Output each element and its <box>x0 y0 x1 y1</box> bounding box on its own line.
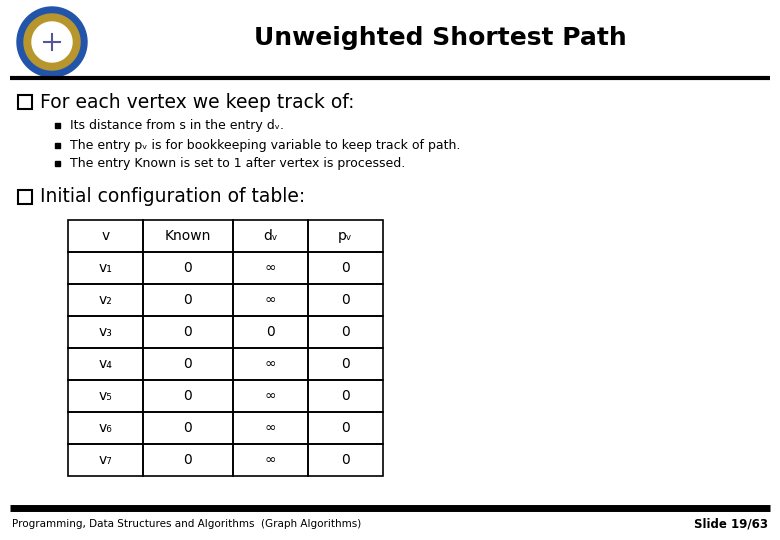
Bar <box>233 412 308 444</box>
Text: Initial configuration of table:: Initial configuration of table: <box>40 187 305 206</box>
Text: v₄: v₄ <box>98 357 112 371</box>
Text: ∞: ∞ <box>264 421 276 435</box>
Text: Slide 19/63: Slide 19/63 <box>694 517 768 530</box>
Bar <box>18 190 32 204</box>
Bar <box>308 220 383 252</box>
Text: v: v <box>101 229 110 243</box>
Text: The entry pᵥ is for bookkeeping variable to keep track of path.: The entry pᵥ is for bookkeeping variable… <box>70 138 460 152</box>
Bar <box>308 348 383 380</box>
Bar <box>68 348 143 380</box>
Bar <box>233 380 308 412</box>
Text: 0: 0 <box>341 389 350 403</box>
Bar <box>68 412 143 444</box>
Text: Unweighted Shortest Path: Unweighted Shortest Path <box>254 26 626 50</box>
Bar <box>233 284 308 316</box>
Bar <box>143 444 233 476</box>
Bar <box>143 412 233 444</box>
Bar <box>68 284 143 316</box>
Bar <box>143 348 233 380</box>
Bar <box>68 380 143 412</box>
Text: ∞: ∞ <box>264 261 276 275</box>
Text: ∞: ∞ <box>264 389 276 403</box>
Text: v₁: v₁ <box>98 261 112 275</box>
Text: v₃: v₃ <box>98 325 112 339</box>
Text: v₆: v₆ <box>98 421 112 435</box>
Text: ∞: ∞ <box>264 453 276 467</box>
Bar <box>143 252 233 284</box>
Bar <box>68 316 143 348</box>
Text: 0: 0 <box>341 261 350 275</box>
Bar <box>68 444 143 476</box>
Polygon shape <box>24 14 80 70</box>
Text: 0: 0 <box>341 357 350 371</box>
Bar <box>308 252 383 284</box>
Text: ∞: ∞ <box>264 293 276 307</box>
Text: pᵥ: pᵥ <box>339 229 353 243</box>
Bar <box>55 160 60 165</box>
Text: 0: 0 <box>183 357 193 371</box>
Text: 0: 0 <box>266 325 275 339</box>
Text: The entry Known is set to 1 after vertex is processed.: The entry Known is set to 1 after vertex… <box>70 157 406 170</box>
Bar <box>308 444 383 476</box>
Bar <box>68 220 143 252</box>
Text: Known: Known <box>165 229 211 243</box>
Text: 0: 0 <box>341 293 350 307</box>
Text: 0: 0 <box>183 293 193 307</box>
Text: 0: 0 <box>341 325 350 339</box>
Text: For each vertex we keep track of:: For each vertex we keep track of: <box>40 92 354 111</box>
Bar <box>68 252 143 284</box>
Text: 0: 0 <box>341 453 350 467</box>
Text: dᵥ: dᵥ <box>263 229 278 243</box>
Text: Programming, Data Structures and Algorithms  (Graph Algorithms): Programming, Data Structures and Algorit… <box>12 519 361 529</box>
Text: v₇: v₇ <box>98 453 112 467</box>
Bar <box>233 348 308 380</box>
Bar <box>143 284 233 316</box>
Bar <box>18 95 32 109</box>
Text: 0: 0 <box>341 421 350 435</box>
Text: 0: 0 <box>183 261 193 275</box>
Bar <box>308 316 383 348</box>
Text: 0: 0 <box>183 325 193 339</box>
Text: 0: 0 <box>183 389 193 403</box>
Text: v₂: v₂ <box>98 293 112 307</box>
Polygon shape <box>17 7 87 77</box>
Text: 0: 0 <box>183 453 193 467</box>
Text: 0: 0 <box>183 421 193 435</box>
Bar <box>308 284 383 316</box>
Bar <box>143 380 233 412</box>
Bar <box>308 380 383 412</box>
Bar <box>143 316 233 348</box>
Text: ∞: ∞ <box>264 357 276 371</box>
Bar <box>143 220 233 252</box>
Bar <box>233 444 308 476</box>
Bar <box>233 316 308 348</box>
Bar <box>233 220 308 252</box>
Bar <box>55 123 60 127</box>
Bar <box>55 143 60 147</box>
Text: v₅: v₅ <box>98 389 112 403</box>
Text: Its distance from s in the entry dᵥ.: Its distance from s in the entry dᵥ. <box>70 118 284 132</box>
Polygon shape <box>32 22 72 62</box>
Bar <box>233 252 308 284</box>
Bar <box>308 412 383 444</box>
